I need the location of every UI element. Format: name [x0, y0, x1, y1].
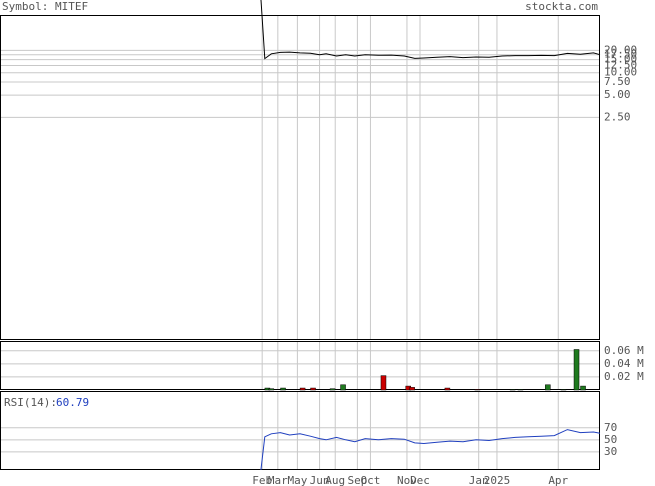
y-tick-label: 7.50 — [604, 75, 631, 88]
volume-bar — [474, 389, 481, 391]
volume-bar — [409, 387, 415, 391]
x-tick-label: 2025 — [484, 474, 511, 486]
y-tick-label: 2.50 — [604, 110, 631, 123]
y-tick-label: 30 — [604, 445, 617, 458]
y-tick-label: 12.50 — [604, 59, 637, 72]
volume-bar — [329, 388, 336, 391]
y-tick-label: 0.04 M — [604, 357, 644, 370]
x-tick-label: Oct — [360, 474, 380, 486]
y-tick-label: 17.50 — [604, 48, 637, 61]
line — [260, 0, 601, 60]
x-tick-label: Nov — [397, 474, 417, 486]
y-tick-label: 0.06 M — [604, 344, 644, 357]
y-tick-label: 10.00 — [604, 66, 637, 79]
x-tick-label: Feb — [252, 474, 272, 486]
x-tick-label: Jan — [469, 474, 489, 486]
volume-bar — [560, 389, 567, 391]
volume-bar — [310, 387, 316, 391]
volume-bar — [380, 375, 387, 391]
panel-frame — [0, 391, 600, 470]
volume-bar — [580, 385, 586, 391]
x-tick-label: Sep — [347, 474, 367, 486]
y-tick-label: 50 — [604, 433, 617, 446]
indicator-value: 60.79 — [56, 396, 89, 409]
x-tick-label: Apr — [548, 474, 568, 486]
x-tick-label: Aug — [325, 474, 345, 486]
x-tick-label: May — [287, 474, 307, 486]
y-tick-label: 5.00 — [604, 88, 631, 101]
volume-bar — [444, 387, 451, 391]
y-tick-label: 70 — [604, 421, 617, 434]
panel-frame — [0, 15, 600, 340]
y-tick-label: 15.00 — [604, 53, 637, 66]
volume-bar — [268, 388, 275, 391]
indicator-label: RSI(14): — [4, 396, 57, 409]
x-tick-label: Dec — [410, 474, 430, 486]
symbol: Symbol: MITEF — [2, 0, 88, 13]
site: stockta.com — [525, 0, 598, 13]
volume-bar — [545, 384, 551, 391]
line — [260, 429, 601, 471]
volume-bar — [280, 387, 286, 391]
y-tick-label: 20.00 — [604, 43, 637, 56]
y-tick-label: 0.02 M — [604, 370, 644, 383]
volume-bar — [509, 389, 516, 391]
x-tick-label: Mar — [268, 474, 288, 486]
volume-bar — [517, 389, 524, 391]
x-tick-label: Jun — [310, 474, 330, 486]
volume-bar — [573, 349, 580, 391]
volume-bar — [299, 387, 306, 391]
volume-bar — [340, 384, 346, 391]
